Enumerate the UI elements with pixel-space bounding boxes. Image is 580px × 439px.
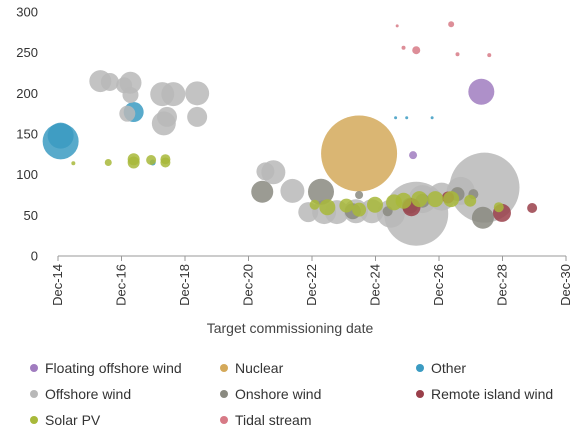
bubble-solar-pv: [127, 153, 140, 166]
x-tick-label: Dec-28: [495, 264, 510, 306]
bubble-offshore-wind: [187, 106, 208, 127]
legend-swatch: [416, 390, 424, 398]
x-axis-label: Target commissioning date: [206, 320, 374, 336]
bubble-solar-pv: [352, 202, 367, 217]
bubble-offshore-wind: [185, 81, 210, 106]
legend-label: Offshore wind: [45, 386, 132, 402]
legend-swatch: [220, 390, 228, 398]
x-tick-label: Dec-30: [558, 264, 573, 306]
bubble-solar-pv: [104, 158, 112, 166]
x-tick-label: Dec-20: [241, 264, 256, 306]
x-axis-ticks: Dec-14 Dec-16 Dec-18 Dec-20 Dec-22 Dec-24 Dec-…: [50, 256, 573, 306]
bubble-offshore-wind: [161, 82, 186, 107]
legend-item: Nuclear: [220, 360, 283, 376]
x-tick-label: Dec-16: [114, 264, 129, 306]
legend-label: Other: [431, 360, 467, 376]
bubble-other: [405, 116, 409, 120]
bubble-onshore-wind: [251, 180, 274, 203]
legend-swatch: [30, 364, 38, 372]
bubble-solar-pv: [339, 198, 354, 213]
bubbles: [42, 21, 538, 246]
bubble-tidal-stream: [455, 52, 460, 57]
legend-swatch: [30, 416, 38, 424]
y-tick-label: 0: [31, 249, 38, 264]
bubble-solar-pv: [146, 155, 157, 166]
bubble-offshore-wind: [122, 86, 139, 103]
legend-item: Onshore wind: [220, 386, 321, 402]
legend-label: Remote island wind: [431, 386, 554, 402]
legend-swatch: [220, 364, 228, 372]
legend-item: Tidal stream: [220, 412, 312, 428]
bubble-solar-pv: [411, 191, 428, 208]
x-tick-label: Dec-26: [431, 264, 446, 306]
y-tick-label: 250: [16, 45, 38, 60]
bubble-offshore-wind: [261, 160, 286, 185]
bubble-tidal-stream: [412, 46, 421, 55]
bubble-offshore-wind: [100, 72, 119, 91]
bubble-solar-pv: [366, 196, 383, 213]
bubble-floating-offshore-wind: [468, 78, 495, 105]
x-tick-label: Dec-24: [368, 264, 383, 306]
bubble-offshore-wind: [119, 71, 142, 94]
bubble-tidal-stream: [487, 53, 492, 58]
bubble-solar-pv: [493, 202, 504, 213]
bubble-onshore-wind: [471, 206, 494, 229]
bubble-solar-pv: [160, 154, 171, 165]
bubble-solar-pv: [319, 199, 336, 216]
bubble-solar-pv: [309, 199, 320, 210]
x-tick-label: Dec-18: [177, 264, 192, 306]
bubble-offshore-wind: [280, 178, 305, 203]
bubble-offshore-wind: [156, 106, 177, 127]
bubble-tidal-stream: [401, 45, 406, 50]
bubble-floating-offshore-wind: [409, 151, 418, 160]
y-tick-label: 50: [24, 208, 38, 223]
bubble-solar-pv: [443, 191, 460, 208]
y-tick-label: 100: [16, 167, 38, 182]
y-tick-label: 300: [16, 5, 38, 20]
bubble-tidal-stream: [395, 24, 399, 28]
legend-swatch: [416, 364, 424, 372]
legend-label: Tidal stream: [235, 412, 312, 428]
x-tick-label: Dec-14: [50, 264, 65, 306]
legend-item: Remote island wind: [416, 386, 553, 402]
x-tick-label: Dec-22: [304, 264, 319, 306]
bubble-offshore-wind: [119, 105, 136, 122]
y-tick-label: 200: [16, 86, 38, 101]
bubble-other: [430, 116, 434, 120]
bubble-solar-pv: [71, 161, 76, 166]
bubble-onshore-wind: [355, 191, 364, 199]
bubble-other: [47, 122, 74, 149]
legend-label: Solar PV: [45, 412, 101, 428]
bubble-tidal-stream: [448, 21, 455, 28]
legend-item: Solar PV: [30, 412, 100, 428]
bubble-onshore-wind: [307, 178, 334, 205]
bubble-remote-island-wind: [527, 203, 538, 214]
bubble-solar-pv: [427, 191, 444, 208]
legend-label: Onshore wind: [235, 386, 322, 402]
legend-label: Floating offshore wind: [45, 360, 182, 376]
bubble-nuclear: [321, 115, 398, 192]
y-axis-ticks: 0 50 100 150 200 250 300: [16, 5, 38, 264]
bubble-other: [394, 116, 398, 120]
bubble-solar-pv: [464, 194, 477, 207]
legend-label: Nuclear: [235, 360, 284, 376]
bubble-solar-pv: [395, 192, 412, 209]
legend-swatch: [220, 416, 228, 424]
legend-swatch: [30, 390, 38, 398]
legend-item: Floating offshore wind: [30, 360, 182, 376]
y-tick-label: 150: [16, 127, 38, 142]
legend-item: Other: [416, 360, 466, 376]
legend-item: Offshore wind: [30, 386, 131, 402]
